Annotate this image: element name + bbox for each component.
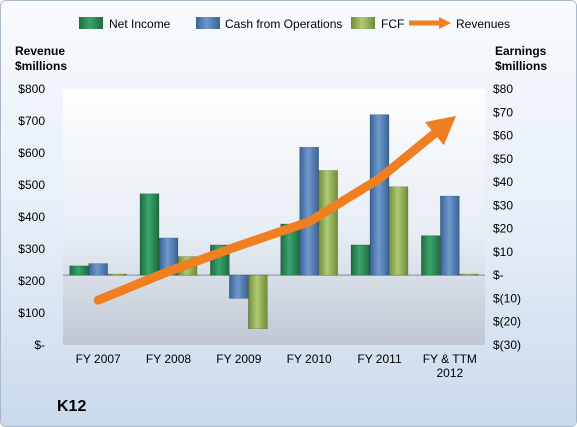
plot-area: [63, 89, 485, 345]
bar-cash-from-operations: [369, 114, 390, 276]
left-tick-label: $300: [18, 242, 45, 256]
right-tick-label: $50: [493, 152, 513, 166]
right-tick-label: $20: [493, 222, 513, 236]
left-axis-ticks: $- $100 $200 $300 $400 $500 $600 $700 $800: [18, 82, 45, 352]
bar-fcf: [459, 273, 479, 276]
revenue-arrowhead: [424, 115, 457, 146]
right-tick-label: $10: [493, 245, 513, 259]
right-axis-title-line2: $millions: [495, 59, 547, 73]
right-tick-label: $30: [493, 198, 513, 212]
right-tick-label: $(20): [493, 315, 521, 329]
revenue-line: [93, 129, 439, 305]
right-tick-label: $-: [493, 268, 504, 282]
left-tick-label: $600: [18, 146, 45, 160]
category-label: FY 2008: [146, 352, 191, 366]
chart-title: K12: [57, 398, 86, 415]
legend-swatch-fcf: [351, 17, 375, 29]
right-axis-ticks: $(30) $(20) $(10) $- $10 $20 $30 $40 $50 $60 $70 $8…: [493, 82, 521, 352]
left-tick-label: $-: [34, 338, 45, 352]
bar-fcf: [248, 274, 268, 330]
right-tick-label: $60: [493, 129, 513, 143]
bar-cash-from-operations: [229, 274, 249, 299]
left-tick-label: $100: [18, 306, 45, 320]
legend-swatch-net-income: [79, 17, 103, 29]
left-tick-label: $800: [18, 82, 45, 96]
bar-cash-from-operations: [299, 146, 319, 276]
left-tick-label: $400: [18, 210, 45, 224]
left-tick-label: $500: [18, 178, 45, 192]
legend-label-fcf: FCF: [381, 17, 404, 31]
left-axis-title-line2: $millions: [15, 59, 67, 73]
right-tick-label: $(10): [493, 291, 521, 305]
category-label: FY & TTM 2012: [423, 352, 477, 380]
bar-net-income: [421, 235, 441, 276]
bar-fcf: [107, 273, 127, 276]
category-labels: FY 2007 FY 2008 FY 2009 FY 2010 FY 2011 FY & …: [76, 352, 477, 380]
legend-label-cash-from-operations: Cash from Operations: [225, 17, 342, 31]
right-tick-label: $70: [493, 105, 513, 119]
bar-cash-from-operations: [88, 263, 108, 276]
legend-label-revenues: Revenues: [456, 17, 510, 31]
category-label: FY 2011: [357, 352, 402, 366]
left-tick-label: $200: [18, 274, 45, 288]
legend-swatch-revenues-arrowhead: [439, 17, 451, 29]
bar-net-income: [69, 265, 89, 276]
right-axis-title-line1: Earnings: [495, 44, 547, 58]
bar-net-income: [139, 193, 160, 276]
category-label: FY 2010: [287, 352, 332, 366]
right-tick-label: $40: [493, 175, 513, 189]
right-tick-label: $80: [493, 82, 513, 96]
legend-swatch-cash-from-operations: [196, 17, 220, 29]
legend-label-net-income: Net Income: [109, 17, 171, 31]
bar-net-income: [350, 244, 371, 276]
category-label: FY 2009: [216, 352, 261, 366]
category-label: FY 2007: [76, 352, 121, 366]
revenue-line-group: [93, 115, 457, 305]
legend: Net Income Cash from Operations FCF Reve…: [79, 17, 510, 31]
bar-cash-from-operations: [440, 195, 460, 276]
bar-fcf: [388, 186, 409, 276]
right-tick-label: $(30): [493, 338, 521, 352]
bar-fcf: [318, 170, 338, 276]
left-axis-title-line1: Revenue: [15, 44, 65, 58]
left-tick-label: $700: [18, 114, 45, 128]
